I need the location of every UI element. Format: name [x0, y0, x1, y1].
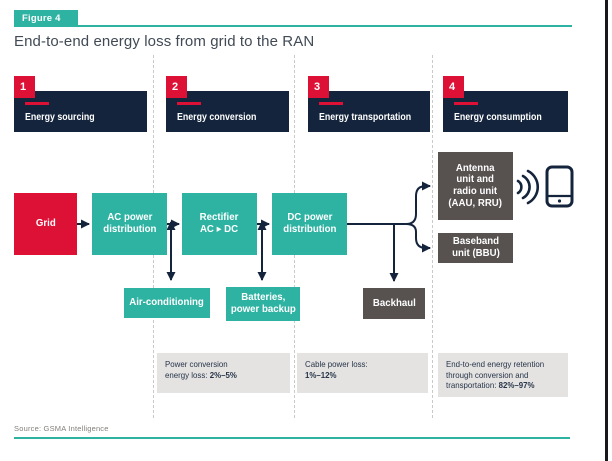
dc-power-distribution-node: DC power distribution — [272, 193, 347, 255]
step-number-badge-3: 3 — [308, 76, 329, 98]
column-header-label: Energy consumption — [454, 111, 542, 123]
batteries-node: Batteries, power backup — [226, 287, 300, 321]
bottom-rule — [14, 437, 570, 439]
note-power-conversion-loss: Power conversion energy loss: 2%–5% — [157, 353, 290, 393]
column-header-label: Energy sourcing — [25, 111, 95, 123]
top-rule — [14, 25, 572, 27]
figure-badge: Figure 4 — [14, 10, 78, 27]
red-dash — [177, 102, 201, 105]
step-number-badge-2: 2 — [166, 76, 187, 98]
arrow-dc-to-antenna — [347, 181, 431, 225]
column-header-label: Energy conversion — [177, 111, 257, 123]
grid-node: Grid — [14, 193, 77, 255]
note-cable-power-loss: Cable power loss: 1%–12% — [297, 353, 428, 393]
device-icons — [516, 165, 574, 208]
red-dash — [319, 102, 343, 105]
red-dash — [25, 102, 49, 105]
column-header-energy-sourcing: Energy sourcing — [14, 91, 147, 132]
column-header-label: Energy transportation — [319, 111, 412, 123]
note-energy-retention: End-to-end energy retention through conv… — [438, 353, 568, 397]
column-separator-3 — [432, 55, 433, 418]
antenna-radio-unit-node: Antenna unit and radio unit (AAU, RRU) — [438, 152, 513, 220]
page-title: End-to-end energy loss from grid to the … — [14, 33, 315, 50]
step-number-badge-1: 1 — [14, 76, 35, 98]
rectifier-node: Rectifier AC ▸ DC — [182, 193, 257, 255]
backhaul-node: Backhaul — [363, 288, 425, 319]
air-conditioning-node: Air-conditioning — [124, 288, 210, 318]
arrow-dc-to-baseband — [405, 223, 431, 253]
baseband-unit-node: Baseband unit (BBU) — [438, 233, 513, 263]
step-number-badge-4: 4 — [443, 76, 464, 98]
red-dash — [454, 102, 478, 105]
page-edge-line — [605, 0, 608, 461]
smartphone-icon — [545, 165, 574, 208]
ac-power-distribution-node: AC power distribution — [92, 193, 167, 255]
signal-waves-icon — [516, 169, 540, 205]
source-line: Source: GSMA Intelligence — [14, 424, 109, 433]
